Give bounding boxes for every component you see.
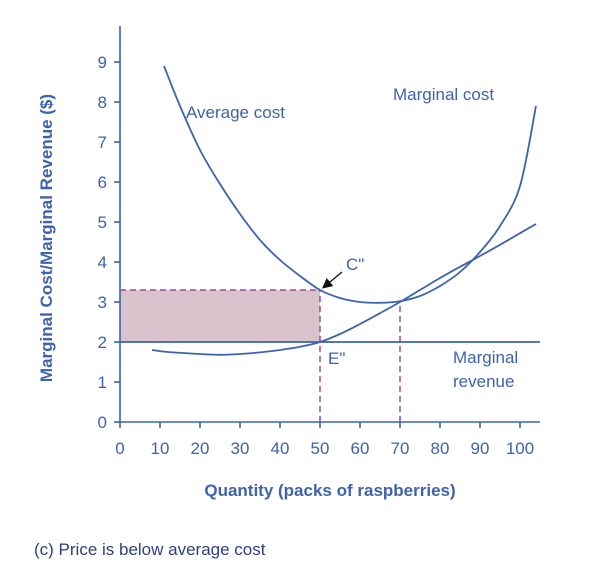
y-axis-title: Marginal Cost/Marginal Revenue ($) xyxy=(37,94,56,382)
y-tick-label: 5 xyxy=(98,213,107,232)
y-tick-label: 9 xyxy=(98,53,107,72)
average-cost-label: Average cost xyxy=(186,103,285,122)
marginal-revenue-label-line2: revenue xyxy=(453,372,514,391)
y-tick-label: 0 xyxy=(98,413,107,432)
chart-caption: (c) Price is below average cost xyxy=(34,540,266,559)
point-c-label: C" xyxy=(346,255,364,274)
x-tick-label: 100 xyxy=(506,439,534,458)
average-cost-curve xyxy=(163,65,537,304)
marginal-revenue-label-line1: Marginal xyxy=(453,348,518,367)
y-tick-label: 1 xyxy=(98,373,107,392)
y-tick-label: 3 xyxy=(98,293,107,312)
x-tick-label: 80 xyxy=(431,439,450,458)
x-tick-label: 50 xyxy=(311,439,330,458)
x-tick-label: 0 xyxy=(115,439,124,458)
y-tick-label: 2 xyxy=(98,333,107,352)
x-tick-label: 60 xyxy=(351,439,370,458)
marginal-cost-curve xyxy=(151,223,537,356)
x-tick-group: 0 10 20 30 40 50 60 70 80 90 100 xyxy=(115,422,534,458)
x-axis-title: Quantity (packs of raspberries) xyxy=(204,481,455,500)
loss-shaded-region xyxy=(120,290,320,342)
y-tick-label: 6 xyxy=(98,173,107,192)
point-c-arrow xyxy=(322,271,343,289)
x-tick-label: 30 xyxy=(231,439,250,458)
y-tick-label: 7 xyxy=(98,133,107,152)
y-tick-label: 8 xyxy=(98,93,107,112)
y-tick-group: 0 1 2 3 4 5 6 7 8 9 xyxy=(98,53,120,432)
point-e-label: E" xyxy=(328,349,345,368)
y-tick-label: 4 xyxy=(98,253,107,272)
x-tick-label: 70 xyxy=(391,439,410,458)
marginal-cost-label: Marginal cost xyxy=(393,85,494,104)
x-tick-label: 10 xyxy=(151,439,170,458)
x-tick-label: 90 xyxy=(471,439,490,458)
x-tick-label: 40 xyxy=(271,439,290,458)
x-tick-label: 20 xyxy=(191,439,210,458)
chart: 0 1 2 3 4 5 6 7 8 9 0 10 20 30 40 50 60 70 80 90 100 Averag… xyxy=(37,26,540,500)
